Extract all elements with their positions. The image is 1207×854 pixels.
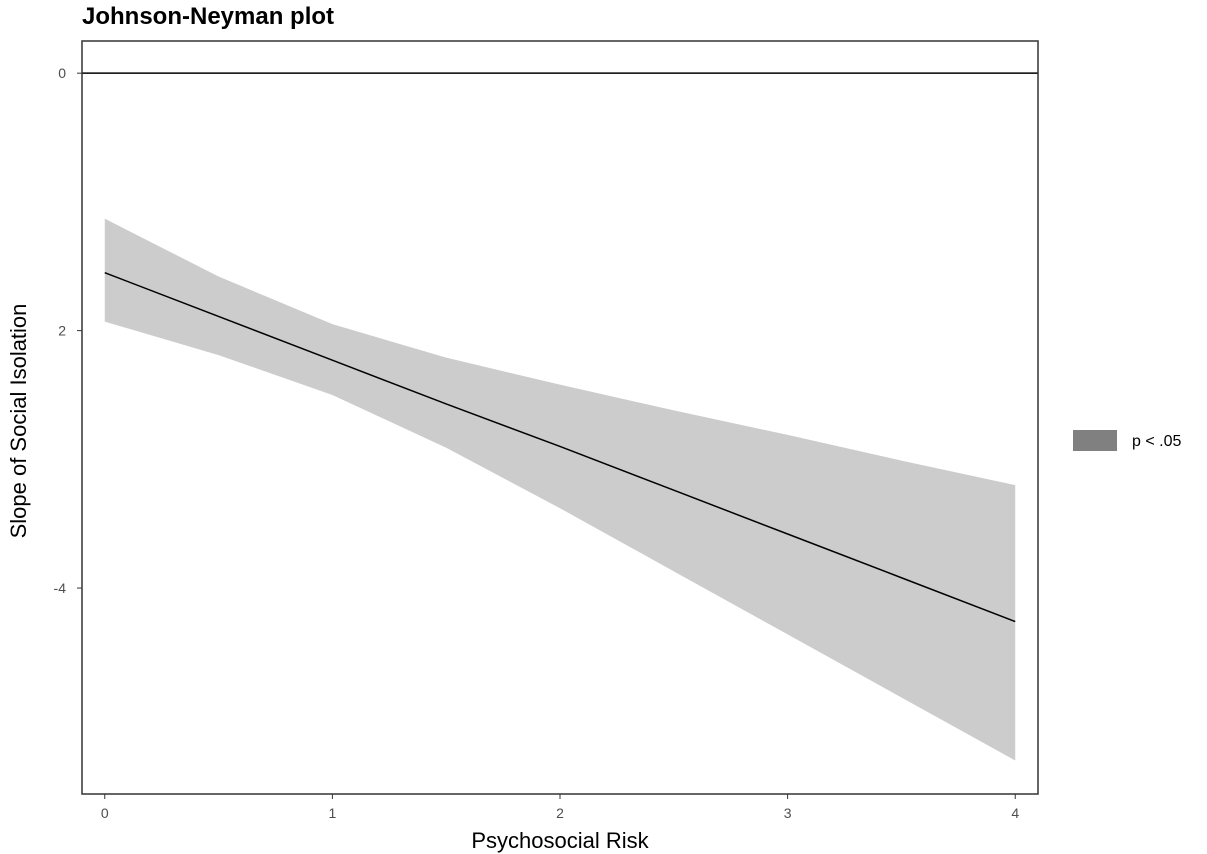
y-axis-title: Slope of Social Isolation — [6, 304, 31, 539]
x-tick-label: 3 — [784, 805, 792, 821]
y-tick-label: 0 — [58, 65, 66, 81]
legend: p < .05 — [1073, 430, 1181, 451]
legend-label: p < .05 — [1132, 433, 1181, 450]
x-tick-label: 0 — [101, 805, 109, 821]
y-axis: 0 2 -4 — [54, 65, 82, 596]
x-axis-title: Psychosocial Risk — [471, 828, 649, 853]
y-tick-label: -4 — [54, 580, 67, 596]
x-tick-label: 2 — [556, 805, 564, 821]
legend-swatch — [1073, 430, 1117, 451]
x-tick-label: 1 — [328, 805, 336, 821]
slope-line — [104, 271, 1016, 623]
chart-title: Johnson-Neyman plot — [82, 3, 334, 30]
x-axis: 0 1 2 3 4 — [101, 794, 1019, 821]
plot-area — [82, 72, 1038, 761]
confidence-band — [104, 218, 1016, 761]
y-tick-label: 2 — [58, 323, 66, 339]
x-tick-label: 4 — [1011, 805, 1019, 821]
